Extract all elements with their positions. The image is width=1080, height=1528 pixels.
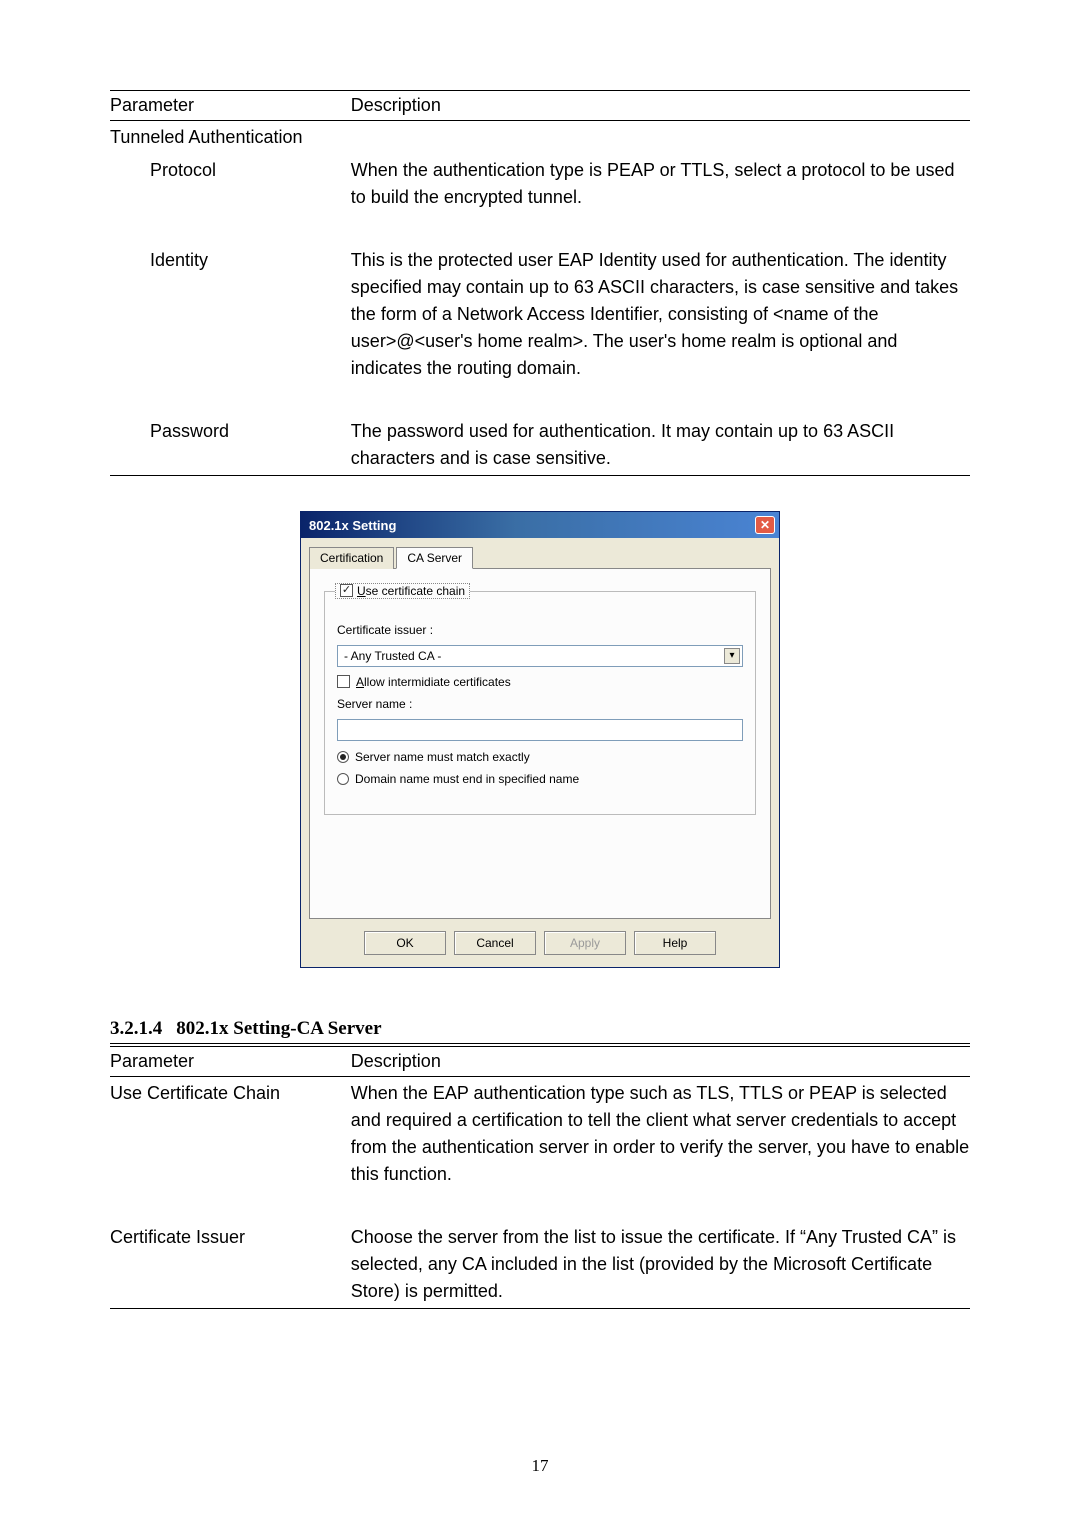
- 8021x-setting-dialog: 802.1x Setting ✕ Certification CA Server: [300, 511, 780, 968]
- cert-issuer-value: - Any Trusted CA -: [344, 649, 441, 663]
- use-cert-chain-label: Use certificate chain: [357, 584, 465, 598]
- desc-cert-issuer: Choose the server from the list to issue…: [351, 1221, 970, 1309]
- param-tunneled-auth: Tunneled Authentication: [110, 121, 351, 155]
- table-row: [110, 1191, 970, 1221]
- table-row: [110, 385, 970, 415]
- table1-h-param: Parameter: [110, 91, 351, 121]
- param-cert-issuer: Certificate Issuer: [110, 1221, 351, 1309]
- section-number: 3.2.1.4: [110, 1018, 162, 1040]
- cert-issuer-label: Certificate issuer :: [337, 623, 743, 637]
- param-use-cert-chain: Use Certificate Chain: [110, 1077, 351, 1192]
- table-row: Password The password used for authentic…: [110, 415, 970, 476]
- tunneled-auth-table: Parameter Description Tunneled Authentic…: [110, 90, 970, 476]
- close-icon: ✕: [760, 518, 770, 532]
- tab-row: Certification CA Server: [309, 546, 771, 569]
- ok-button[interactable]: OK: [364, 931, 446, 955]
- allow-intermediate-label: Allow intermidiate certificates: [356, 675, 511, 689]
- dialog-title: 802.1x Setting: [309, 518, 396, 533]
- cert-issuer-select[interactable]: - Any Trusted CA - ▾: [337, 645, 743, 667]
- checkbox-icon: [337, 675, 350, 688]
- radio-icon: [337, 773, 349, 785]
- section-title: 802.1x Setting-CA Server: [176, 1018, 381, 1040]
- table-row: Tunneled Authentication: [110, 121, 970, 155]
- param-identity: Identity: [110, 244, 351, 385]
- param-password: Password: [110, 415, 351, 476]
- ca-server-table: Parameter Description Use Certificate Ch…: [110, 1046, 970, 1309]
- dialog-button-row: OK Cancel Apply Help: [301, 919, 779, 967]
- desc-identity: This is the protected user EAP Identity …: [351, 244, 970, 385]
- chevron-down-icon: ▾: [724, 648, 740, 664]
- checkbox-icon: [340, 584, 353, 597]
- table1-h-desc: Description: [351, 91, 970, 121]
- table-row: Identity This is the protected user EAP …: [110, 244, 970, 385]
- apply-button[interactable]: Apply: [544, 931, 626, 955]
- radio-domain-end-label: Domain name must end in specified name: [355, 772, 579, 786]
- table-row: Certificate Issuer Choose the server fro…: [110, 1221, 970, 1309]
- desc-use-cert-chain: When the EAP authentication type such as…: [351, 1077, 970, 1192]
- tab-ca-server-label: CA Server: [407, 551, 462, 565]
- table2-h-param: Parameter: [110, 1047, 351, 1077]
- table2-h-desc: Description: [351, 1047, 970, 1077]
- help-button[interactable]: Help: [634, 931, 716, 955]
- table2-header: Parameter Description: [110, 1047, 970, 1077]
- cancel-button[interactable]: Cancel: [454, 931, 536, 955]
- close-button[interactable]: ✕: [755, 516, 775, 534]
- radio-match-exactly-label: Server name must match exactly: [355, 750, 530, 764]
- radio-match-exactly[interactable]: Server name must match exactly: [337, 750, 530, 764]
- page-number: 17: [0, 1456, 1080, 1476]
- radio-icon: [337, 751, 349, 763]
- use-cert-chain-checkbox[interactable]: Use certificate chain: [335, 583, 470, 599]
- server-name-label: Server name :: [337, 697, 743, 711]
- tab-certification-label: Certification: [320, 551, 383, 565]
- tab-ca-server[interactable]: CA Server: [396, 547, 473, 569]
- table-row: Protocol When the authentication type is…: [110, 154, 970, 214]
- desc-password: The password used for authentication. It…: [351, 415, 970, 476]
- table1-header: Parameter Description: [110, 91, 970, 121]
- desc-protocol: When the authentication type is PEAP or …: [351, 154, 970, 214]
- dialog-titlebar[interactable]: 802.1x Setting ✕: [301, 512, 779, 538]
- server-name-input[interactable]: [337, 719, 743, 741]
- section-heading: 3.2.1.4 802.1x Setting-CA Server: [110, 1018, 970, 1044]
- param-protocol: Protocol: [110, 154, 351, 214]
- table-row: Use Certificate Chain When the EAP authe…: [110, 1077, 970, 1192]
- allow-intermediate-checkbox[interactable]: Allow intermidiate certificates: [337, 675, 743, 689]
- table-row: [110, 214, 970, 244]
- radio-domain-end[interactable]: Domain name must end in specified name: [337, 772, 579, 786]
- ca-server-panel: Use certificate chain Certificate issuer…: [309, 569, 771, 919]
- cert-chain-fieldset: Use certificate chain Certificate issuer…: [324, 591, 756, 815]
- desc-tunneled-auth: [351, 121, 970, 155]
- tab-certification[interactable]: Certification: [309, 547, 394, 569]
